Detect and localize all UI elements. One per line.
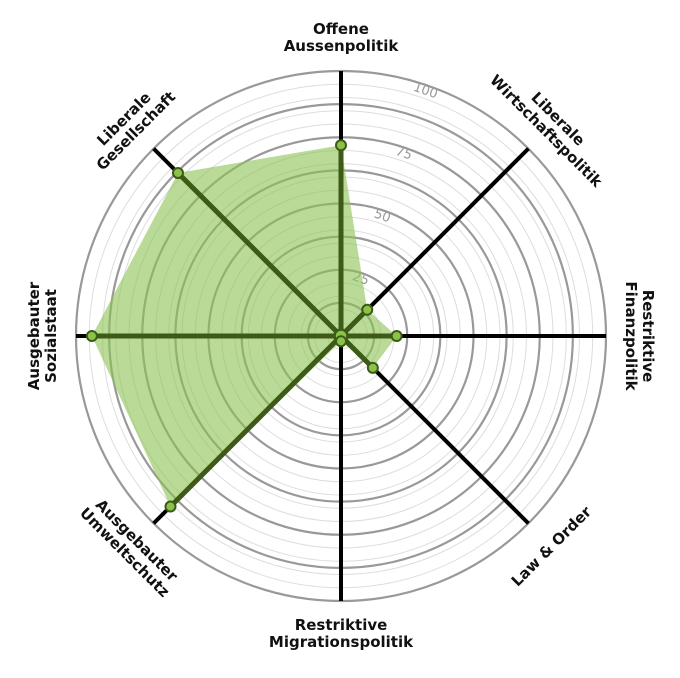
axis-label-line: Sozialstaat xyxy=(42,289,60,383)
axis-spoke xyxy=(339,147,530,338)
data-point xyxy=(164,500,177,513)
axis-label-line: Ausgebauter xyxy=(25,281,43,390)
tick-label: 75 xyxy=(393,144,414,164)
tick-label: 50 xyxy=(372,207,393,227)
axis-label-line: Aussenpolitik xyxy=(284,37,400,55)
axis-label-line: Restriktive xyxy=(295,616,388,634)
data-point xyxy=(366,361,379,374)
data-point xyxy=(361,303,374,316)
data-point xyxy=(335,139,347,152)
tick-label: 100 xyxy=(411,80,439,102)
axis-label-line: Offene xyxy=(313,20,369,38)
data-point xyxy=(171,166,184,179)
value-line xyxy=(176,171,343,338)
axis-label-line: Finanzpolitik xyxy=(622,281,640,391)
axis-label-line: Restriktive xyxy=(639,290,657,383)
axis-label-line: Migrationspolitik xyxy=(269,633,414,651)
axis-label: Ausgebauter Sozialstaat xyxy=(25,281,60,390)
value-line xyxy=(168,334,343,509)
data-point xyxy=(85,330,98,342)
data-point xyxy=(335,335,347,348)
data-point xyxy=(390,330,403,342)
series-area xyxy=(91,145,397,507)
